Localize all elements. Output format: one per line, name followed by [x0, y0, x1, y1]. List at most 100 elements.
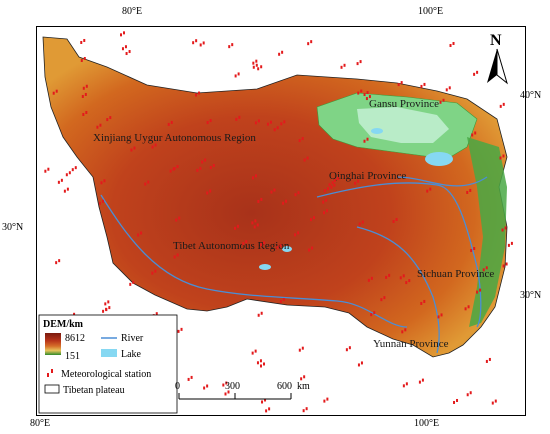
station-marker-icon	[491, 399, 497, 405]
province-label-yunnan: Yunnan Province	[373, 338, 449, 350]
station-marker-icon	[323, 187, 329, 193]
station-marker-icon	[203, 384, 209, 390]
station-marker-icon	[270, 188, 276, 194]
station-marker-icon	[196, 166, 202, 172]
station-marker-icon	[279, 298, 285, 304]
station-marker-icon	[209, 164, 215, 170]
station-marker-icon	[445, 86, 451, 92]
station-marker-icon	[420, 82, 426, 88]
station-marker-icon	[144, 180, 150, 186]
station-marker-icon	[228, 43, 234, 49]
station-marker-icon	[449, 42, 455, 48]
station-marker-icon	[402, 382, 408, 388]
station-marker-icon	[257, 65, 263, 71]
station-marker-icon	[98, 199, 104, 205]
station-marker-icon	[476, 288, 482, 294]
station-marker-icon	[259, 241, 265, 247]
station-marker-icon	[254, 119, 260, 125]
svg-text:8612: 8612	[65, 333, 85, 344]
station-marker-icon	[470, 246, 476, 252]
river-yellow	[396, 176, 488, 187]
station-marker-icon	[399, 274, 405, 280]
station-marker-icon	[367, 276, 373, 282]
station-marker-icon	[282, 199, 288, 205]
svg-text:Meteorological station: Meteorological station	[61, 369, 151, 380]
station-marker-icon	[106, 116, 112, 122]
station-marker-icon	[104, 300, 110, 306]
right-tick-40n: 40°N	[520, 90, 542, 101]
station-marker-icon	[96, 123, 102, 129]
station-marker-icon	[298, 346, 304, 352]
svg-text:Lake: Lake	[121, 349, 142, 360]
lake-small	[371, 128, 383, 134]
station-marker-icon	[354, 179, 360, 185]
station-marker-icon	[233, 224, 239, 230]
svg-text:DEM/km: DEM/km	[43, 319, 84, 330]
lake-selin-co	[282, 246, 292, 252]
station-marker-icon	[302, 407, 308, 413]
station-marker-icon	[265, 407, 271, 413]
station-marker-icon	[340, 63, 346, 69]
station-marker-icon	[356, 60, 362, 66]
station-marker-icon	[173, 253, 179, 259]
station-marker-icon	[471, 131, 477, 137]
province-label-sichuan: Sichuan Province	[417, 268, 494, 280]
station-marker-icon	[333, 177, 339, 183]
station-marker-icon	[235, 115, 241, 121]
station-marker-icon	[473, 70, 479, 76]
station-marker-icon	[385, 273, 391, 279]
station-marker-icon	[323, 397, 329, 403]
station-marker-icon	[82, 110, 88, 116]
eastern-lowland	[467, 137, 507, 327]
top-tick-100e: 100°E	[418, 6, 444, 17]
station-marker-icon	[363, 137, 369, 143]
station-marker-icon	[242, 240, 248, 246]
station-marker-icon	[501, 226, 507, 232]
scale-bar: 0 300 600 km	[175, 381, 310, 400]
station-marker-icon	[300, 375, 306, 381]
boundary-legend-swatch	[44, 384, 60, 394]
plateau-map: Gansu Province Xinjiang Uygur Autonomous…	[38, 31, 513, 414]
station-marker-icon	[130, 146, 136, 152]
svg-text:Tibetan plateau: Tibetan plateau	[63, 385, 125, 396]
station-marker-icon	[405, 279, 411, 285]
station-marker-icon	[82, 84, 88, 90]
station-marker-icon	[195, 91, 201, 97]
top-tick-80e: 80°E	[122, 6, 143, 17]
station-marker-icon	[251, 349, 257, 355]
left-tick-30n: 30°N	[2, 222, 24, 233]
svg-text:N: N	[490, 32, 502, 49]
station-marker-icon	[257, 197, 263, 203]
station-marker-icon	[328, 181, 334, 187]
legend: DEM/km 8612 151 River Lake Meteorologica…	[38, 314, 178, 414]
station-marker-icon	[357, 361, 363, 367]
station-marker-icon	[55, 259, 61, 265]
station-marker-icon	[499, 102, 505, 108]
station-marker-icon	[224, 390, 230, 396]
station-marker-icon	[167, 120, 173, 126]
station-marker-icon	[266, 120, 272, 126]
station-marker-icon	[192, 39, 198, 45]
station-marker-icon	[392, 217, 398, 223]
station-marker-icon	[280, 120, 286, 126]
station-marker-icon	[252, 63, 258, 69]
station-marker-icon	[201, 158, 207, 164]
lake-legend-swatch	[101, 349, 117, 357]
station-marker-icon	[308, 246, 314, 252]
province-label-gansu: Gansu Province	[369, 98, 439, 110]
map-frame: Gansu Province Xinjiang Uygur Autonomous…	[36, 26, 526, 416]
province-label-qinghai: Qinghai Province	[329, 170, 406, 182]
station-marker-icon	[57, 178, 63, 184]
station-marker-icon	[120, 31, 125, 37]
station-marker-icon	[105, 306, 111, 312]
station-marker-icon	[206, 119, 212, 125]
station-marker-icon	[175, 216, 181, 222]
station-marker-icon	[273, 126, 279, 132]
station-marker-icon	[187, 375, 193, 381]
right-tick-30n: 30°N	[520, 290, 542, 301]
station-marker-icon	[370, 311, 376, 317]
station-marker-icon	[294, 231, 300, 237]
station-marker-icon	[499, 154, 505, 160]
tibetan-plateau-region	[42, 36, 508, 358]
station-marker-icon	[199, 41, 205, 47]
